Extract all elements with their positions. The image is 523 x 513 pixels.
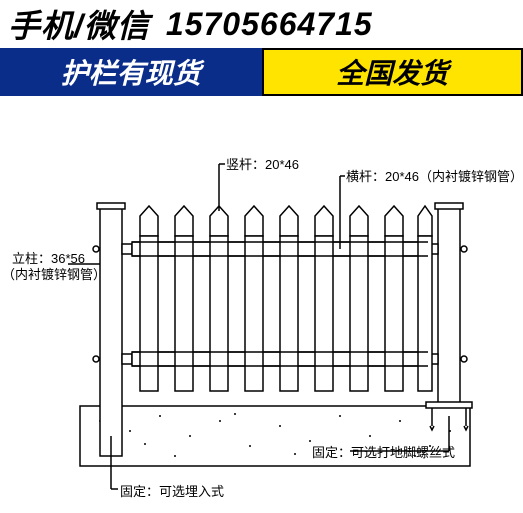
label-fixing-bolted: 固定：可选打地脚螺丝式	[312, 442, 455, 461]
label-fixing-embedded: 固定：可选埋入式	[120, 481, 224, 500]
header: 手机/微信 15705664715	[0, 0, 523, 48]
label-post-note: （内衬镀锌钢管）	[2, 264, 106, 283]
label-horizontal-bar: 横杆：20*46（内衬镀锌钢管）	[346, 166, 523, 185]
phone-number: 15705664715	[166, 6, 373, 43]
banner-shipping: 全国发货	[262, 48, 523, 96]
contact-label: 手机/微信	[8, 1, 150, 47]
banner-stock: 护栏有现货	[0, 48, 262, 96]
banner: 护栏有现货 全国发货	[0, 48, 523, 96]
fence-diagram: 竖杆：20*46 横杆：20*46（内衬镀锌钢管） 立柱：36*56 （内衬镀锌…	[0, 96, 523, 513]
label-vertical-bar: 竖杆：20*46	[226, 154, 299, 173]
